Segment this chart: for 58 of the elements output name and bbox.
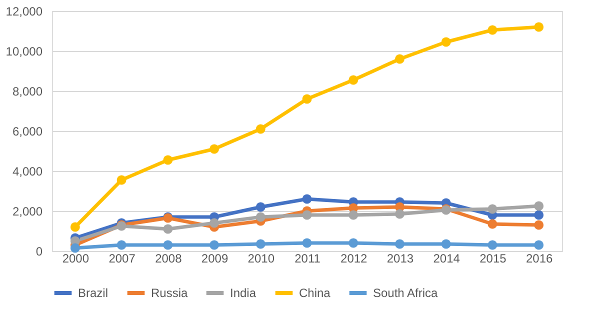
x-tick-label: 2013 (386, 252, 414, 266)
y-tick-label: 0 (36, 244, 43, 258)
point (256, 202, 266, 212)
x-tick-label: 2016 (526, 252, 553, 266)
point (534, 220, 544, 230)
x-tick-label: 2012 (340, 252, 368, 266)
y-tick-label: 2,000 (12, 204, 43, 218)
point (394, 54, 404, 64)
legend-label: China (299, 286, 331, 300)
point (488, 204, 498, 214)
legend-label: Brazil (78, 286, 108, 300)
point (394, 239, 404, 249)
point (488, 219, 498, 229)
point (210, 144, 220, 154)
point (302, 194, 312, 204)
point (441, 239, 451, 249)
point (256, 212, 266, 222)
y-tick-label: 8,000 (12, 84, 43, 98)
point (534, 240, 544, 250)
point (163, 240, 173, 250)
legend-label: Russia (151, 286, 188, 300)
point (302, 94, 312, 104)
point (256, 239, 266, 249)
point (302, 210, 312, 220)
legend-label: India (230, 286, 256, 300)
x-tick-label: 2014 (433, 252, 460, 266)
point (256, 124, 266, 134)
y-tick-label: 6,000 (12, 124, 43, 138)
point (441, 37, 451, 47)
legend-label: South Africa (373, 286, 438, 300)
point (70, 243, 80, 253)
point (163, 155, 173, 165)
y-tick-label: 12,000 (6, 4, 43, 18)
point (394, 209, 404, 219)
x-tick-label: 2010 (248, 252, 275, 266)
point (534, 201, 544, 211)
point (348, 75, 358, 85)
point (488, 240, 498, 250)
point (210, 240, 220, 250)
point (348, 210, 358, 220)
y-tick-label: 10,000 (6, 44, 43, 58)
point (163, 224, 173, 234)
x-tick-label: 2011 (294, 252, 321, 266)
point (116, 240, 126, 250)
point (534, 22, 544, 32)
x-tick-label: 2007 (108, 252, 136, 266)
x-tick-label: 2000 (62, 252, 90, 266)
point (70, 222, 80, 232)
point (348, 238, 358, 248)
x-tick-label: 2008 (155, 252, 182, 266)
point (534, 210, 544, 220)
point (210, 218, 220, 228)
point (488, 25, 498, 35)
point (116, 175, 126, 185)
y-tick-label: 4,000 (12, 164, 43, 178)
point (302, 238, 312, 248)
x-tick-label: 2015 (480, 252, 507, 266)
x-tick-label: 2009 (201, 252, 228, 266)
